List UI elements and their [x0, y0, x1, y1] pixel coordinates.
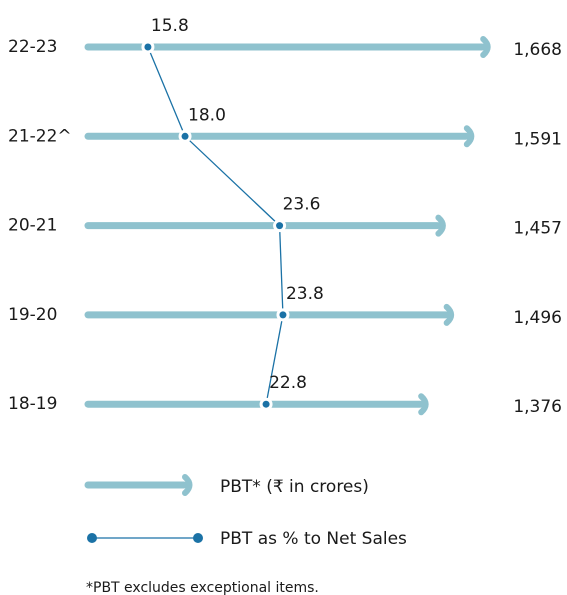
percent-label: 18.0 [188, 105, 226, 125]
percent-label: 22.8 [269, 373, 307, 393]
value-label: 1,668 [513, 40, 562, 60]
category-label: 18-19 [8, 394, 57, 414]
category-label: 21-22^ [8, 126, 72, 146]
category-label: 19-20 [8, 305, 57, 325]
category-label: 22-23 [8, 37, 57, 57]
bar-arrow [480, 36, 491, 58]
percent-label: 23.6 [283, 195, 321, 215]
percent-label: 23.8 [286, 284, 324, 304]
value-label: 1,457 [513, 219, 562, 239]
legend-label: PBT as % to Net Sales [220, 529, 407, 549]
dot [276, 222, 284, 230]
legend-label: PBT* (₹ in crores) [220, 477, 369, 497]
bar-arrow [435, 214, 446, 237]
value-label: 1,591 [513, 129, 562, 149]
percent-label: 15.8 [151, 16, 189, 36]
dot [262, 400, 270, 408]
footnote: *PBT excludes exceptional items. [86, 580, 319, 595]
legend-dot [87, 533, 97, 543]
value-label: 1,496 [513, 308, 562, 328]
dot [144, 43, 152, 51]
bar-arrow [418, 393, 429, 416]
dot [181, 132, 189, 140]
bar-arrow [443, 303, 455, 326]
dot [279, 311, 287, 319]
category-label: 20-21 [8, 216, 57, 236]
value-label: 1,376 [513, 397, 562, 417]
bar-arrow [463, 125, 475, 148]
legend-dot [193, 533, 203, 543]
legend-arrow [182, 474, 193, 496]
